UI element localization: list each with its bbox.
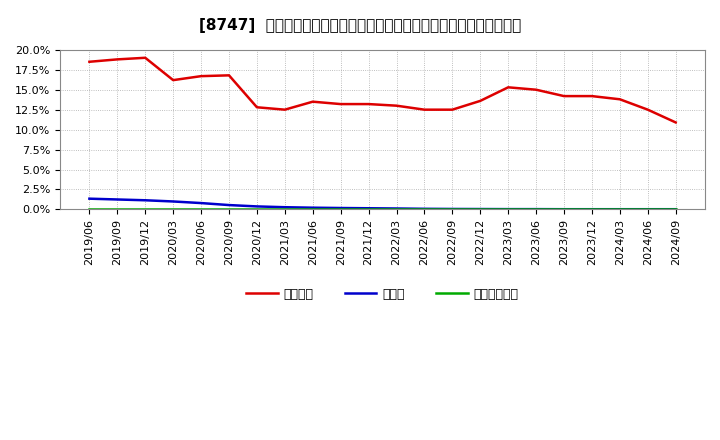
繰延税金資産 bbox=[588, 207, 596, 212]
自己資本 bbox=[476, 98, 485, 103]
のれん bbox=[141, 198, 150, 203]
繰延税金資産 bbox=[532, 207, 541, 212]
のれん bbox=[504, 206, 513, 212]
繰延税金資産 bbox=[141, 207, 150, 212]
のれん bbox=[392, 206, 401, 211]
のれん bbox=[281, 205, 289, 210]
のれん bbox=[253, 204, 261, 209]
のれん bbox=[616, 206, 624, 212]
Text: [8747]  自己資本、のれん、繰延税金資産の総資産に対する比率の推移: [8747] 自己資本、のれん、繰延税金資産の総資産に対する比率の推移 bbox=[199, 18, 521, 33]
自己資本 bbox=[448, 107, 456, 112]
繰延税金資産 bbox=[336, 207, 345, 212]
繰延税金資産 bbox=[420, 207, 428, 212]
のれん bbox=[476, 206, 485, 212]
自己資本 bbox=[671, 120, 680, 125]
自己資本 bbox=[588, 93, 596, 99]
繰延税金資産 bbox=[197, 207, 205, 212]
繰延税金資産 bbox=[671, 207, 680, 212]
自己資本 bbox=[616, 97, 624, 102]
のれん bbox=[559, 206, 568, 212]
繰延税金資産 bbox=[448, 207, 456, 212]
のれん bbox=[336, 205, 345, 211]
のれん bbox=[85, 196, 94, 202]
自己資本 bbox=[532, 87, 541, 92]
繰延税金資産 bbox=[308, 207, 317, 212]
繰延税金資産 bbox=[113, 207, 122, 212]
のれん bbox=[532, 206, 541, 212]
のれん bbox=[225, 202, 233, 208]
のれん bbox=[448, 206, 456, 212]
自己資本 bbox=[644, 107, 652, 112]
のれん bbox=[588, 206, 596, 212]
繰延税金資産 bbox=[559, 207, 568, 212]
自己資本 bbox=[281, 107, 289, 112]
繰延税金資産 bbox=[644, 207, 652, 212]
自己資本 bbox=[197, 73, 205, 79]
のれん bbox=[644, 206, 652, 212]
繰延税金資産 bbox=[85, 207, 94, 212]
自己資本 bbox=[364, 102, 373, 107]
繰延税金資産 bbox=[476, 207, 485, 212]
繰延税金資産 bbox=[504, 207, 513, 212]
繰延税金資産 bbox=[364, 207, 373, 212]
のれん bbox=[671, 206, 680, 212]
のれん bbox=[169, 199, 178, 204]
繰延税金資産 bbox=[616, 207, 624, 212]
自己資本 bbox=[504, 84, 513, 90]
繰延税金資産 bbox=[225, 207, 233, 212]
自己資本 bbox=[253, 105, 261, 110]
自己資本 bbox=[559, 93, 568, 99]
自己資本 bbox=[336, 102, 345, 107]
自己資本 bbox=[85, 59, 94, 64]
のれん bbox=[420, 206, 428, 212]
のれん bbox=[197, 201, 205, 206]
Legend: 自己資本, のれん, 繰延税金資産: 自己資本, のれん, 繰延税金資産 bbox=[241, 283, 523, 306]
自己資本 bbox=[420, 107, 428, 112]
自己資本 bbox=[392, 103, 401, 108]
自己資本 bbox=[169, 77, 178, 83]
繰延税金資産 bbox=[169, 207, 178, 212]
繰延税金資産 bbox=[392, 207, 401, 212]
自己資本 bbox=[113, 57, 122, 62]
Line: のれん: のれん bbox=[89, 199, 675, 209]
のれん bbox=[308, 205, 317, 210]
Line: 自己資本: 自己資本 bbox=[89, 58, 675, 122]
繰延税金資産 bbox=[253, 207, 261, 212]
繰延税金資産 bbox=[281, 207, 289, 212]
のれん bbox=[364, 205, 373, 211]
自己資本 bbox=[141, 55, 150, 60]
のれん bbox=[113, 197, 122, 202]
自己資本 bbox=[225, 73, 233, 78]
自己資本 bbox=[308, 99, 317, 104]
